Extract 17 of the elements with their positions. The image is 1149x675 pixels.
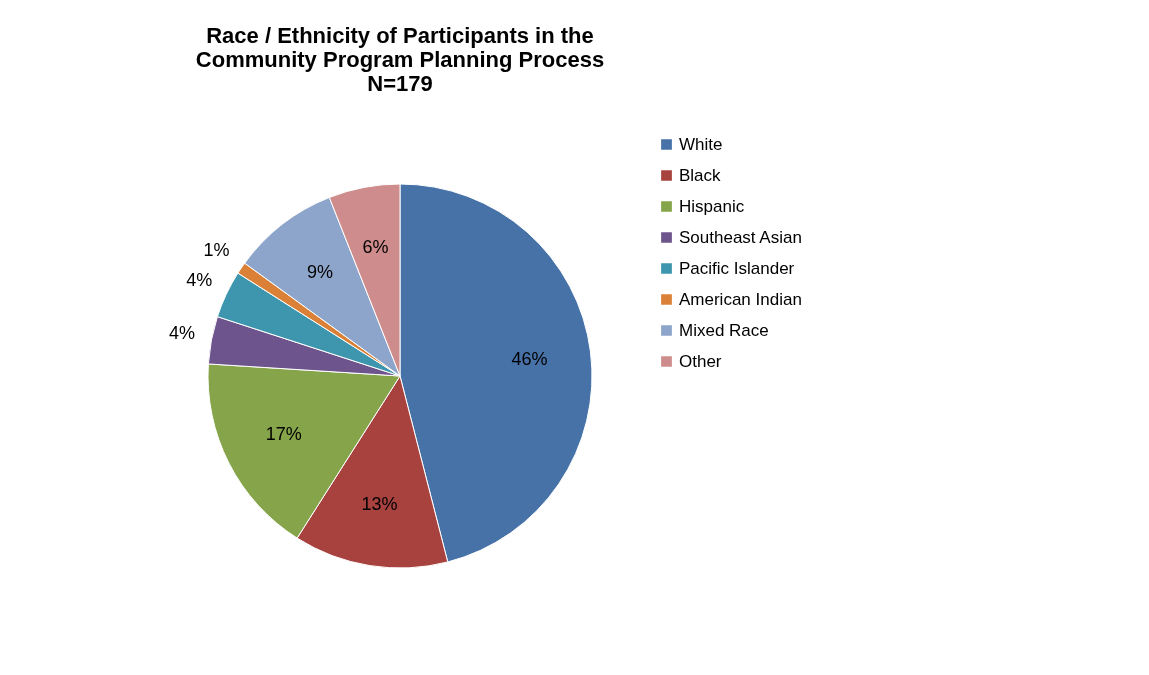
data-label: 17% <box>265 424 302 445</box>
legend-label: Mixed Race <box>679 320 769 340</box>
legend-label: Pacific Islander <box>679 258 795 278</box>
data-label: 9% <box>306 261 333 282</box>
legend-label: White <box>679 134 723 154</box>
data-label: 46% <box>511 348 548 369</box>
data-label: 4% <box>168 323 195 344</box>
legend-label: American Indian <box>679 289 802 309</box>
data-label: 13% <box>361 493 398 514</box>
legend-label: Hispanic <box>679 196 745 216</box>
data-label: 6% <box>362 236 389 257</box>
legend-label: Black <box>679 165 722 185</box>
legend-label: Other <box>679 351 722 371</box>
data-label: 1% <box>203 240 230 261</box>
data-label: 4% <box>186 270 213 291</box>
legend-label: Southeast Asian <box>679 227 802 247</box>
chart-title: Race / Ethnicity of Participants in the Community Program Planning Process N=179 <box>195 23 605 96</box>
